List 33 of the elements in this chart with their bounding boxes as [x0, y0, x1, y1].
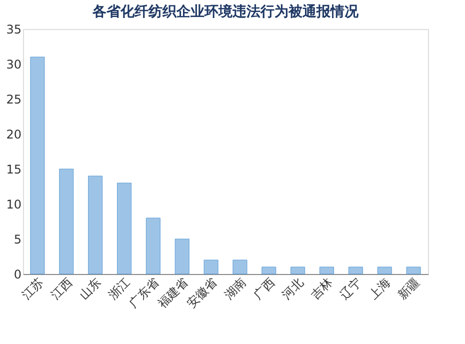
bar — [204, 260, 218, 274]
x-tick-label: 辽宁 — [337, 275, 364, 302]
bar — [59, 168, 74, 274]
y-tick-label: 0 — [14, 268, 22, 282]
x-tick-label: 山东 — [76, 275, 104, 302]
y-tick-label: 20 — [6, 128, 22, 142]
bar — [88, 176, 103, 274]
x-tick-label: 广西 — [250, 275, 278, 302]
x-tick-label: 河北 — [279, 275, 306, 302]
x-tick-label: 上海 — [366, 275, 394, 302]
bar — [406, 266, 421, 274]
y-tick-label: 25 — [6, 92, 22, 106]
bar — [117, 182, 132, 274]
bar — [174, 238, 190, 274]
bar — [348, 266, 363, 274]
bar — [377, 266, 392, 274]
bar — [262, 266, 276, 274]
chart-title: 各省化纤纺织企业环境违法行为被通报情况 — [92, 3, 360, 20]
x-tick-label: 新疆 — [395, 275, 422, 302]
x-tick-label: 湖南 — [222, 275, 248, 302]
bar — [320, 266, 334, 274]
x-tick-label: 江苏 — [19, 275, 46, 302]
x-tick-label: 江西 — [48, 275, 75, 302]
y-tick-label: 15 — [6, 162, 22, 176]
bar — [232, 260, 248, 274]
y-tick-label: 30 — [6, 58, 22, 72]
y-tick-label: 5 — [14, 232, 22, 246]
bar — [290, 266, 306, 274]
bar — [146, 218, 160, 274]
x-tick-label: 吉林 — [308, 275, 336, 302]
y-tick-label: 10 — [6, 198, 22, 212]
y-tick-label: 35 — [6, 22, 22, 36]
bar — [30, 56, 45, 274]
